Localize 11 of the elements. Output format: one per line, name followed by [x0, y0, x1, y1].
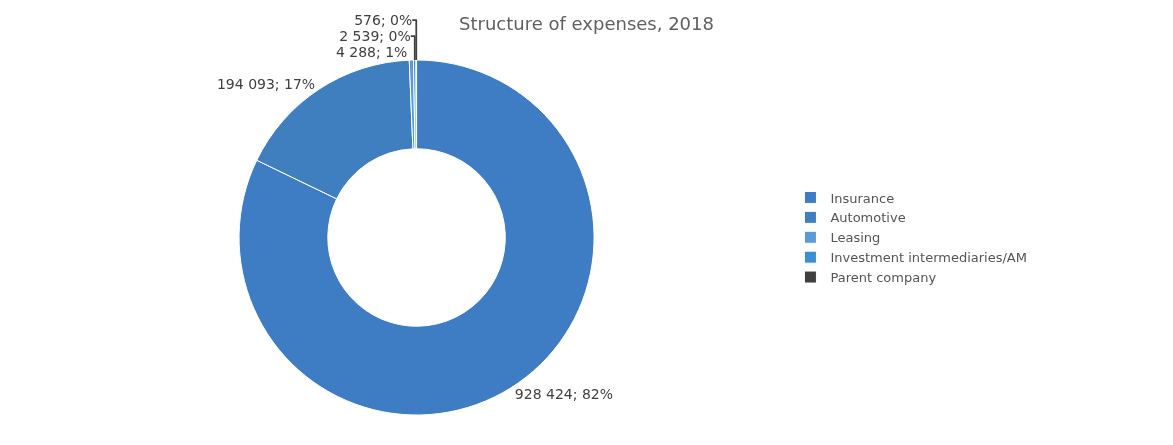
legend-label: Automotive	[830, 210, 906, 226]
data-label: 2 539; 0%	[339, 28, 411, 45]
legend-label: Insurance	[830, 190, 895, 206]
data-label: 928 424; 82%	[514, 385, 614, 402]
data-label: 194 093; 17%	[216, 75, 316, 92]
chart-title: Structure of expenses, 2018	[459, 13, 714, 35]
data-label: 576; 0%	[354, 12, 413, 29]
legend-label: Parent company	[830, 270, 937, 286]
data-label: 4 288; 1%	[335, 44, 408, 61]
legend-label: Investment intermediaries/AM	[830, 250, 1027, 266]
legend-label: Leasing	[830, 230, 881, 246]
